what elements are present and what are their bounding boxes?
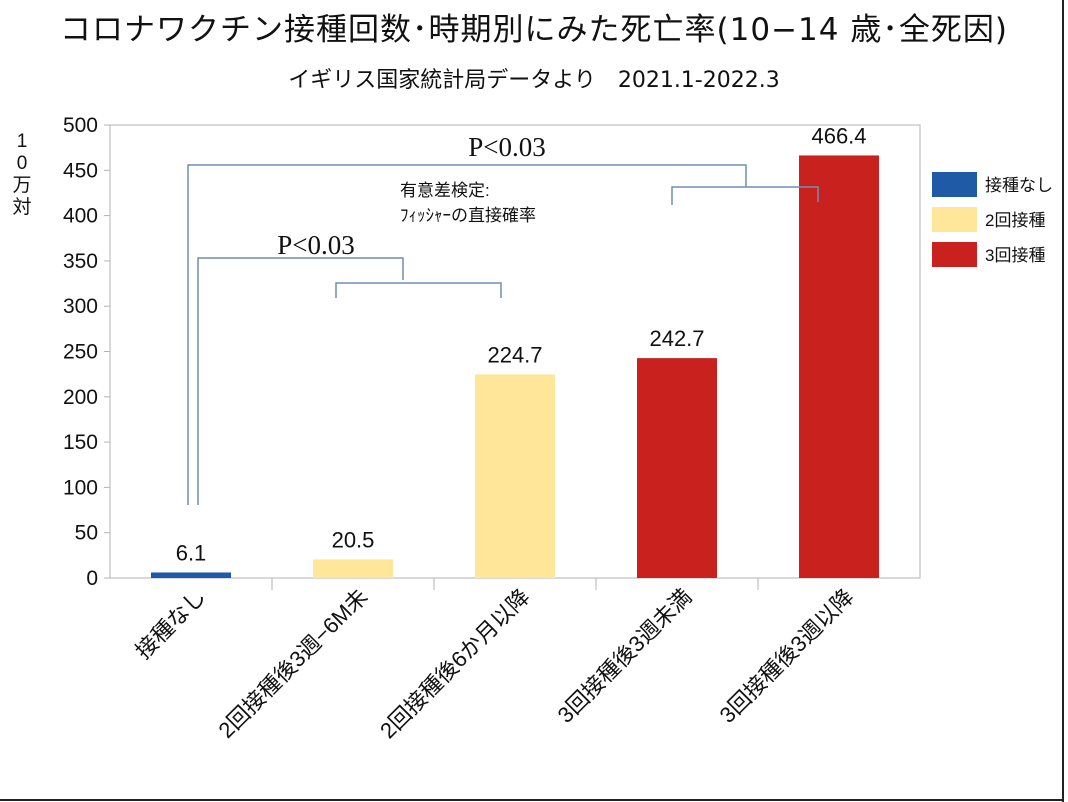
significance-bracket (197, 257, 404, 505)
data-label: 224.7 (487, 342, 542, 367)
bar (799, 155, 879, 579)
legend: 接種なし 2回接種 3回接種 (932, 172, 1053, 267)
bar (313, 559, 393, 578)
group-bracket (671, 186, 819, 205)
significance-brackets: P<0.03 P<0.03 有意差検定: ﾌｨｯｼｬｰの直接確率 (187, 132, 819, 505)
x-tick-label: 2回接種後3週−6M未 (214, 584, 373, 743)
annotation-note: ﾌｨｯｼｬｰの直接確率 (400, 206, 536, 225)
significance-label: P<0.03 (277, 230, 355, 260)
bar (151, 572, 231, 578)
x-axis-labels: 接種なし 2回接種後3週−6M未 2回接種後6か月以降 3回接種後3週未満 3回接種後3… (131, 584, 859, 743)
legend-swatch (932, 172, 977, 197)
y-tick-label: 450 (63, 159, 98, 182)
y-tick-label: 250 (63, 341, 98, 364)
chart-subtitle: イギリス国家統計局データより 2021.1-2022.3 (288, 68, 780, 93)
significance-bracket (187, 164, 747, 505)
y-tick-label: 100 (63, 476, 98, 499)
bar (637, 358, 717, 578)
data-label: 242.7 (649, 326, 704, 351)
legend-label: 3回接種 (985, 246, 1045, 265)
y-axis-title: 1 0 万対 (12, 131, 31, 218)
y-tick-label: 350 (63, 250, 98, 273)
y-tick-label: 200 (63, 386, 98, 409)
data-label: 6.1 (176, 540, 207, 565)
bars (151, 155, 879, 579)
x-tick-label: 接種なし (131, 584, 211, 664)
y-axis-label: 1 0 万対 (12, 131, 31, 218)
x-tick-label: 2回接種後6か月以降 (375, 584, 534, 743)
y-tick-label: 50 (75, 522, 98, 545)
y-tick-label: 300 (63, 295, 98, 318)
legend-swatch (932, 207, 977, 232)
frame-edge-bottom (0, 799, 1064, 801)
legend-label: 2回接種 (985, 211, 1045, 230)
data-label: 466.4 (811, 123, 866, 148)
y-axis-ticks: 0 50 100 150 200 250 300 350 400 450 500 (63, 114, 110, 590)
significance-label: P<0.03 (468, 132, 546, 162)
annotation-note: 有意差検定: (400, 181, 490, 200)
bar (475, 374, 555, 578)
group-bracket (335, 282, 502, 298)
y-tick-label: 0 (86, 567, 98, 590)
x-tick-label: 3回接種後3週以降 (715, 584, 859, 728)
chart-title: コロナワクチン接種回数･時期別にみた死亡率(10−14 歳･全死因) (60, 12, 1008, 48)
y-tick-label: 400 (63, 205, 98, 228)
data-labels: 6.1 20.5 224.7 242.7 466.4 (176, 123, 867, 565)
legend-label: 接種なし (985, 176, 1053, 195)
y-tick-label: 500 (63, 114, 98, 137)
x-tick-label: 3回接種後3週未満 (553, 584, 697, 728)
frame-edge-right (1062, 0, 1064, 802)
legend-swatch (932, 242, 977, 267)
data-label: 20.5 (332, 527, 375, 552)
y-tick-label: 150 (63, 431, 98, 454)
